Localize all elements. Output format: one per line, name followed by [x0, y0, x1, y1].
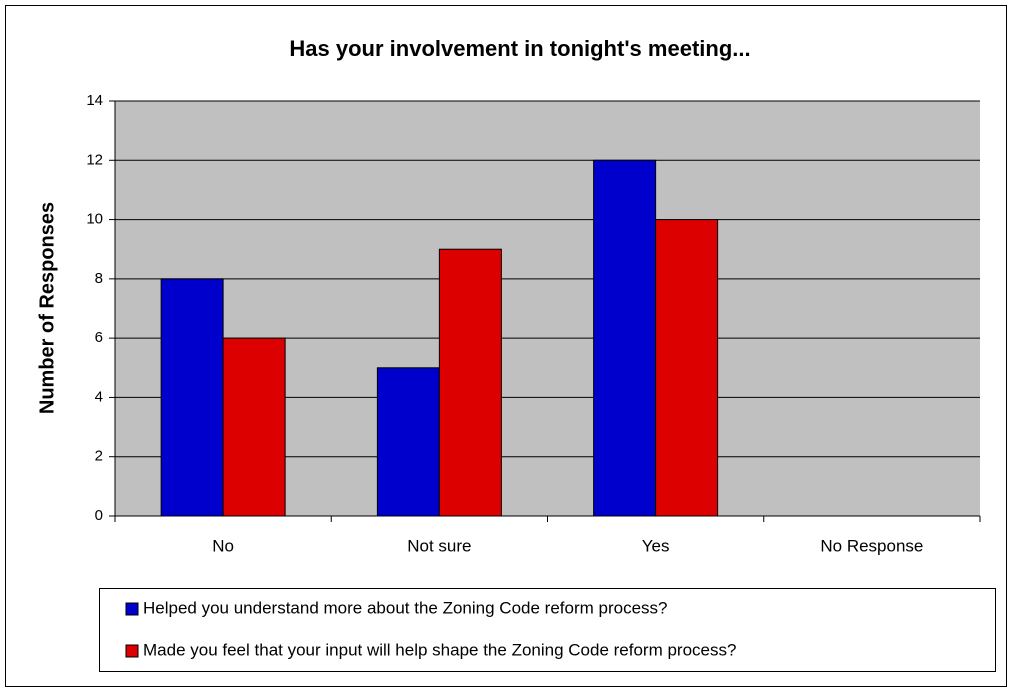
legend-label: Helped you understand more about the Zon… — [143, 598, 667, 617]
y-tick-label: 10 — [86, 211, 103, 228]
y-tick-label: 4 — [95, 388, 103, 405]
y-tick-label: 14 — [86, 92, 103, 109]
x-tick-label: Yes — [642, 536, 670, 555]
legend-label: Made you feel that your input will help … — [143, 640, 736, 659]
bar — [160, 278, 224, 517]
bar — [376, 367, 440, 517]
y-tick-label: 2 — [95, 448, 103, 465]
bar — [655, 219, 719, 517]
x-tick-label: No Response — [820, 536, 923, 555]
legend-swatch — [125, 644, 139, 658]
legend-box — [99, 588, 996, 672]
y-tick-label: 0 — [95, 507, 103, 524]
y-tick-label: 6 — [95, 329, 103, 346]
y-tick-label: 8 — [95, 270, 103, 287]
x-tick-label: No — [212, 536, 234, 555]
bar — [593, 159, 657, 517]
y-axis-label: Number of Responses — [36, 202, 58, 414]
chart-title: Has your involvement in tonight's meetin… — [289, 36, 750, 61]
bar — [438, 248, 502, 517]
bar — [222, 337, 286, 517]
x-tick-label: Not sure — [407, 536, 471, 555]
y-tick-label: 12 — [86, 151, 103, 168]
legend-swatch — [125, 602, 139, 616]
